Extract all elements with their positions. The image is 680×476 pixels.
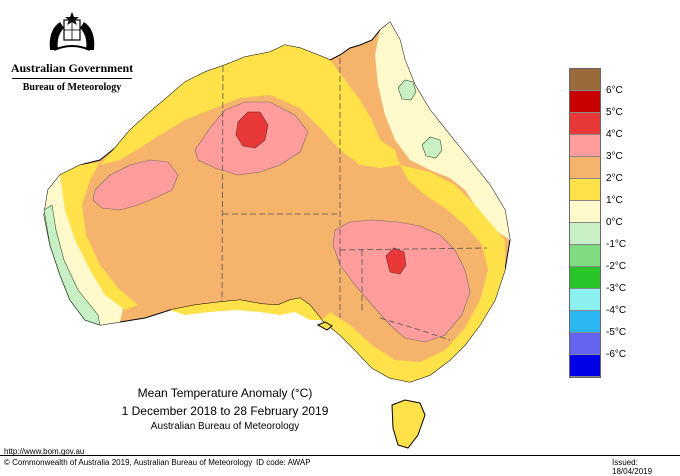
footer-copyright: © Commonwealth of Australia 2019, Austra… (4, 458, 253, 467)
map-title: Mean Temperature Anomaly (°C) (137, 386, 313, 400)
footer-issued: Issued: 18/04/2019 (612, 458, 653, 476)
map-source: Australian Bureau of Meteorology (150, 421, 300, 432)
legend-label: -6°C (606, 349, 627, 360)
footer-id-code: ID code: AWAP (256, 458, 311, 467)
legend-swatch (570, 157, 600, 179)
anomaly-1-2-west (60, 162, 138, 310)
legend-swatch (570, 245, 600, 267)
legend-label: 0°C (606, 217, 623, 228)
anomaly-3-4-east (332, 219, 471, 343)
anomaly-1-2-south (170, 298, 322, 320)
map-period: 1 December 2018 to 28 February 2019 (121, 404, 329, 418)
legend-label: -3°C (606, 283, 627, 294)
legend-swatch (570, 267, 600, 289)
anomaly-1-2-kimberley (230, 55, 315, 85)
legend-swatch (570, 223, 600, 245)
map-captions: Mean Temperature Anomaly (°C) 1 December… (90, 386, 360, 432)
logo-subtitle: Bureau of Meteorology (22, 82, 122, 93)
legend-swatch (570, 355, 600, 377)
anomaly-1-2-north (100, 45, 400, 168)
color-legend: 6°C 5°C 4°C 3°C 2°C 1°C 0°C -1°C -2°C -3°C -4°C -5°… (569, 68, 626, 378)
legend-swatch (570, 289, 600, 311)
legend-swatch (570, 333, 600, 355)
anomaly-m1-0-southwest (43, 204, 101, 326)
legend-label: 4°C (606, 129, 623, 140)
coat-of-arms-icon (49, 12, 95, 51)
legend-swatch (570, 113, 600, 135)
legend-label: 2°C (606, 173, 623, 184)
anomaly-4-5-north (235, 111, 269, 149)
anomaly-m1-0-qld-1 (397, 79, 417, 101)
footer-url[interactable]: http://www.bom.gov.au (4, 447, 85, 456)
legend-swatch (570, 135, 600, 157)
legend-label: -4°C (606, 305, 627, 316)
legend-swatch (570, 91, 600, 113)
government-logo: Australian Government Bureau of Meteorol… (8, 10, 136, 93)
tasmania-outline (391, 399, 426, 449)
legend-label: -2°C (606, 261, 627, 272)
footer-divider (0, 455, 680, 456)
logo-divider (12, 78, 132, 79)
legend-swatch (570, 201, 600, 223)
legend-label: 3°C (606, 151, 623, 162)
legend-swatch (570, 69, 600, 91)
state-boundaries (221, 58, 488, 341)
legend-label: -5°C (606, 327, 627, 338)
legend-label: 5°C (606, 107, 623, 118)
logo-title: Australian Government (10, 61, 134, 75)
anomaly-0-1-east (375, 22, 510, 240)
legend-swatch (570, 311, 600, 333)
anomaly-1-2-east (322, 165, 505, 382)
legend-label: -1°C (606, 239, 627, 250)
legend-label: 1°C (606, 195, 623, 206)
legend-swatch (570, 179, 600, 201)
anomaly-m1-0-qld-2 (421, 136, 443, 159)
anomaly-4-5-east (385, 247, 407, 275)
anomaly-3-4-pilbara (92, 159, 179, 211)
legend-label: 6°C (606, 85, 623, 96)
kangaroo-island (316, 321, 333, 331)
